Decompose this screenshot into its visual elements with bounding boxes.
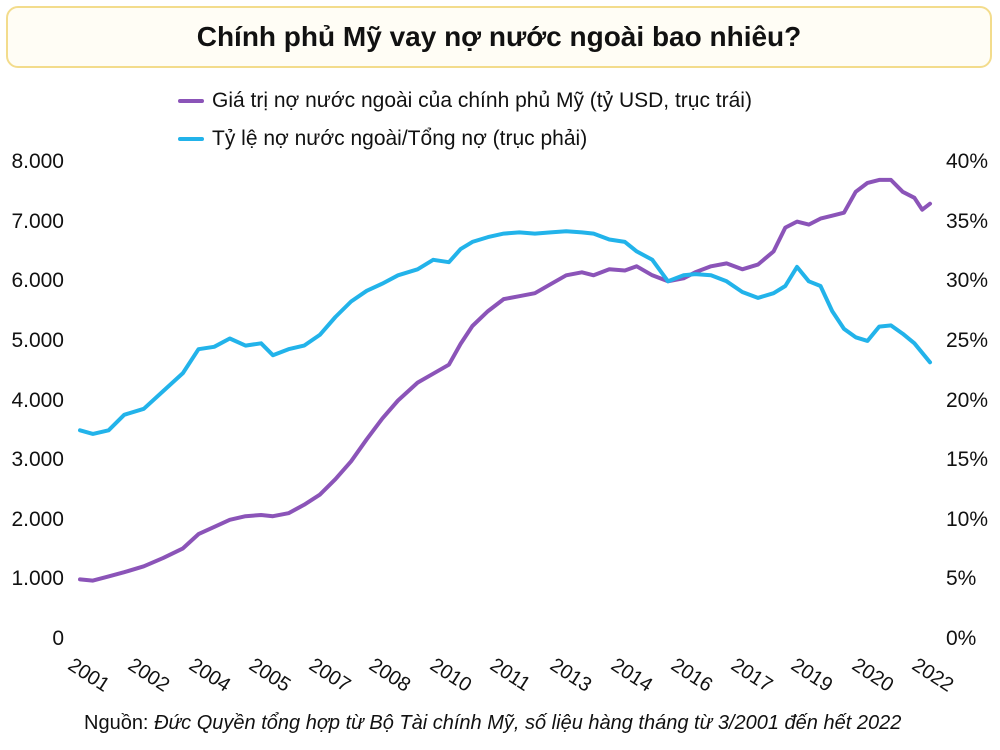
source-text: Đức Quyền tổng hợp từ Bộ Tài chính Mỹ, s… xyxy=(154,712,902,734)
y-right-tick-label: 30% xyxy=(946,269,989,293)
legend: Giá trị nợ nước ngoài của chính phủ Mỹ (… xyxy=(178,82,752,158)
legend-label-purple: Giá trị nợ nước ngoài của chính phủ Mỹ (… xyxy=(212,89,752,112)
legend-swatch-purple xyxy=(178,99,204,103)
y-left-tick-label: 7.000 xyxy=(11,209,64,233)
series-line-foreign-debt-ratio xyxy=(78,229,932,436)
y-right-tick-label: 15% xyxy=(946,448,989,472)
y-left-tick-label: 3.000 xyxy=(11,448,64,472)
y-right-tick-label: 40% xyxy=(946,150,989,173)
legend-label-blue: Tỷ lệ nợ nước ngoài/Tổng nợ (trục phải) xyxy=(212,127,588,150)
y-right-tick-label: 10% xyxy=(946,507,989,531)
y-left-tick-label: 8.000 xyxy=(11,150,64,173)
y-left-tick-label: 0 xyxy=(52,627,64,650)
legend-item-blue: Tỷ lệ nợ nước ngoài/Tổng nợ (trục phải) xyxy=(178,120,752,158)
chart-title-box: Chính phủ Mỹ vay nợ nước ngoài bao nhiêu… xyxy=(6,6,992,68)
source-note: Nguồn: Đức Quyền tổng hợp từ Bộ Tài chín… xyxy=(84,712,901,735)
chart-title: Chính phủ Mỹ vay nợ nước ngoài bao nhiêu… xyxy=(196,21,802,52)
source-prefix: Nguồn: xyxy=(84,712,149,734)
y-right-tick-label: 5% xyxy=(946,567,977,591)
y-left-tick-label: 5.000 xyxy=(11,328,64,352)
y-left-tick-label: 2.000 xyxy=(11,507,64,531)
y-right-tick-label: 20% xyxy=(946,388,989,412)
series-line-foreign-debt-value xyxy=(78,177,932,583)
y-left-tick-label: 6.000 xyxy=(11,269,64,293)
y-right-tick-label: 35% xyxy=(946,209,989,233)
legend-item-purple: Giá trị nợ nước ngoài của chính phủ Mỹ (… xyxy=(178,82,752,120)
y-left-tick-label: 4.000 xyxy=(11,388,64,412)
y-right-tick-label: 0% xyxy=(946,627,977,650)
y-left-tick-label: 1.000 xyxy=(11,567,64,591)
legend-swatch-blue xyxy=(178,137,204,141)
y-right-tick-label: 25% xyxy=(946,328,989,352)
